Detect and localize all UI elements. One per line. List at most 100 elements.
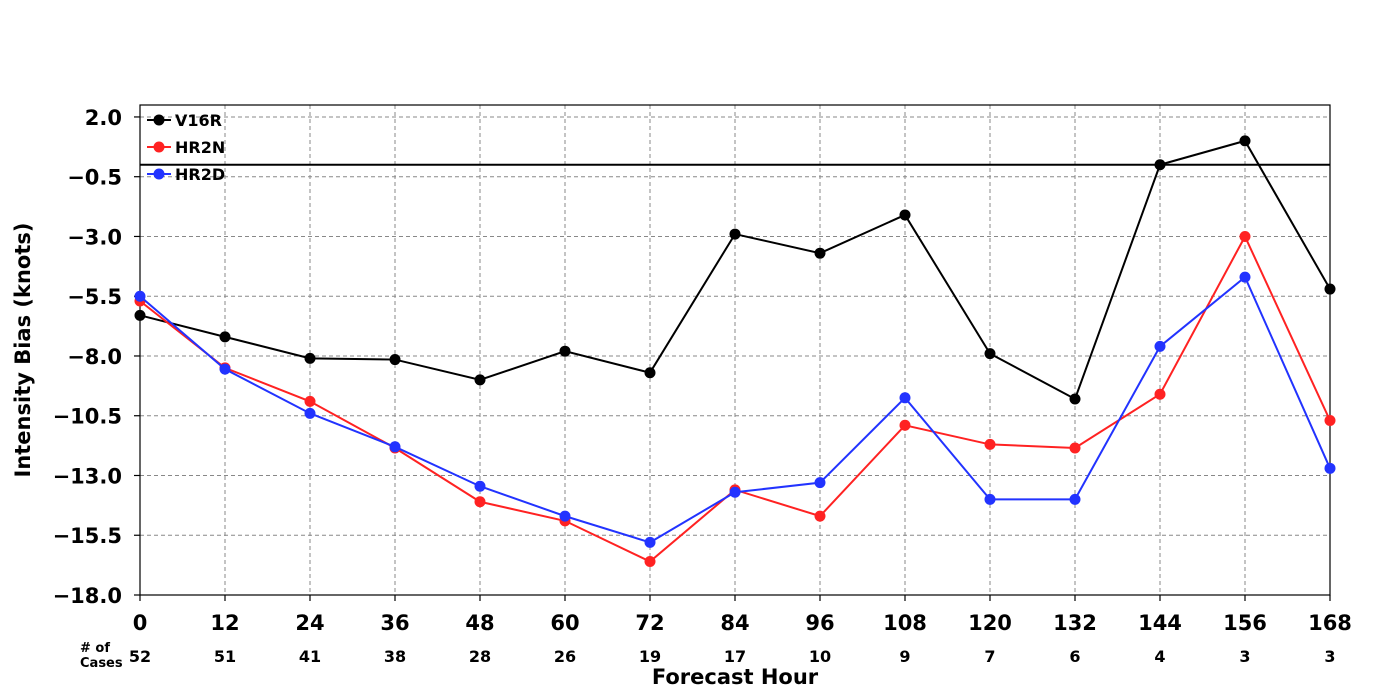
x-tick-label: 0: [133, 611, 148, 635]
data-point-v16r: [134, 309, 146, 321]
y-tick-label: −10.5: [53, 405, 122, 429]
data-point-hr2d: [559, 510, 571, 522]
case-count: 17: [724, 647, 746, 666]
case-count: 51: [214, 647, 236, 666]
data-point-v16r: [474, 374, 486, 386]
x-tick-label: 120: [968, 611, 1012, 635]
x-tick-label: 96: [805, 611, 834, 635]
data-point-hr2d: [644, 536, 656, 548]
legend-entry-v16r: V16R: [147, 111, 222, 130]
data-point-hr2d: [389, 441, 401, 453]
data-point-v16r: [559, 345, 571, 357]
series-layer: [134, 135, 1336, 568]
data-point-hr2n: [474, 496, 486, 508]
data-point-v16r: [899, 209, 911, 221]
legend-marker: [153, 114, 165, 126]
data-point-hr2n: [644, 556, 656, 568]
legend-entry-hr2n: HR2N: [147, 138, 225, 157]
data-point-v16r: [814, 247, 826, 259]
y-tick-label: −15.5: [53, 524, 122, 548]
x-tick-label: 36: [380, 611, 409, 635]
data-point-v16r: [1239, 135, 1251, 147]
data-point-v16r: [644, 367, 656, 379]
grid-layer: [139, 105, 1331, 596]
data-point-v16r: [984, 348, 996, 360]
case-count: 4: [1154, 647, 1165, 666]
legend: V16R HR2N HR2D: [147, 111, 225, 184]
data-point-v16r: [1154, 159, 1166, 171]
data-point-hr2d: [814, 477, 826, 489]
case-count: 3: [1239, 647, 1250, 666]
data-point-hr2d: [1154, 340, 1166, 352]
case-count: 38: [384, 647, 406, 666]
data-point-hr2d: [474, 480, 486, 492]
data-point-hr2n: [899, 419, 911, 431]
case-count: 52: [129, 647, 151, 666]
y-tick-label: −18.0: [53, 584, 122, 608]
data-point-hr2d: [134, 290, 146, 302]
data-point-hr2d: [899, 392, 911, 404]
x-tick-label: 132: [1053, 611, 1097, 635]
legend-label: V16R: [175, 111, 222, 130]
data-point-hr2n: [1324, 415, 1336, 427]
x-tick-label: 156: [1223, 611, 1267, 635]
cases-heading: # of: [80, 641, 110, 656]
data-point-hr2n: [1069, 442, 1081, 454]
label-layer: 2.0 −0.5 −3.0 −5.5 −8.0 −10.5 −13.0 −15.5 −18.0 0…: [53, 106, 1352, 671]
series-v16r: [134, 135, 1336, 405]
y-tick-label: 2.0: [85, 106, 122, 130]
data-point-hr2n: [1154, 388, 1166, 400]
data-point-hr2n: [304, 395, 316, 407]
x-tick-label: 60: [550, 611, 579, 635]
data-point-v16r: [1069, 393, 1081, 405]
data-point-hr2d: [1239, 271, 1251, 283]
legend-entry-hr2d: HR2D: [147, 165, 225, 184]
series-hr2d: [134, 271, 1336, 548]
case-count: 28: [469, 647, 491, 666]
y-tick-label: −8.0: [67, 345, 122, 369]
data-point-hr2n: [814, 510, 826, 522]
x-tick-label: 72: [635, 611, 664, 635]
x-tick-label: 12: [210, 611, 239, 635]
plot-frame: [139, 104, 1331, 596]
legend-label: HR2D: [175, 165, 225, 184]
y-tick-label: −0.5: [67, 166, 122, 190]
data-point-v16r: [1324, 283, 1336, 295]
x-axis-title: Forecast Hour: [652, 665, 819, 689]
cases-heading: Cases: [80, 656, 123, 671]
legend-marker: [153, 141, 165, 153]
case-count: 7: [984, 647, 995, 666]
y-axis-title: Intensity Bias (knots): [11, 223, 35, 478]
case-count: 26: [554, 647, 576, 666]
x-tick-label: 84: [720, 611, 749, 635]
legend-marker: [153, 168, 165, 180]
legend-label: HR2N: [175, 138, 225, 157]
case-count: 19: [639, 647, 661, 666]
data-point-hr2d: [984, 493, 996, 505]
data-point-hr2d: [304, 407, 316, 419]
y-tick-label: −3.0: [67, 225, 122, 249]
data-point-hr2d: [729, 486, 741, 498]
data-point-v16r: [304, 352, 316, 364]
x-tick-label: 48: [465, 611, 494, 635]
case-count: 41: [299, 647, 321, 666]
case-count: 10: [809, 647, 831, 666]
case-count: 9: [899, 647, 910, 666]
x-tick-label: 168: [1308, 611, 1352, 635]
y-tick-label: −5.5: [67, 285, 122, 309]
case-count: 6: [1069, 647, 1080, 666]
data-point-hr2n: [1239, 230, 1251, 242]
x-tick-label: 144: [1138, 611, 1182, 635]
data-point-v16r: [389, 354, 401, 366]
data-point-hr2d: [219, 363, 231, 375]
data-point-hr2d: [1069, 493, 1081, 505]
data-point-hr2n: [984, 438, 996, 450]
x-tick-label: 108: [883, 611, 927, 635]
case-count: 3: [1324, 647, 1335, 666]
axis-layer: [134, 104, 1331, 601]
y-tick-label: −13.0: [53, 464, 122, 488]
data-point-hr2d: [1324, 462, 1336, 474]
data-point-v16r: [219, 331, 231, 343]
x-tick-label: 24: [295, 611, 324, 635]
